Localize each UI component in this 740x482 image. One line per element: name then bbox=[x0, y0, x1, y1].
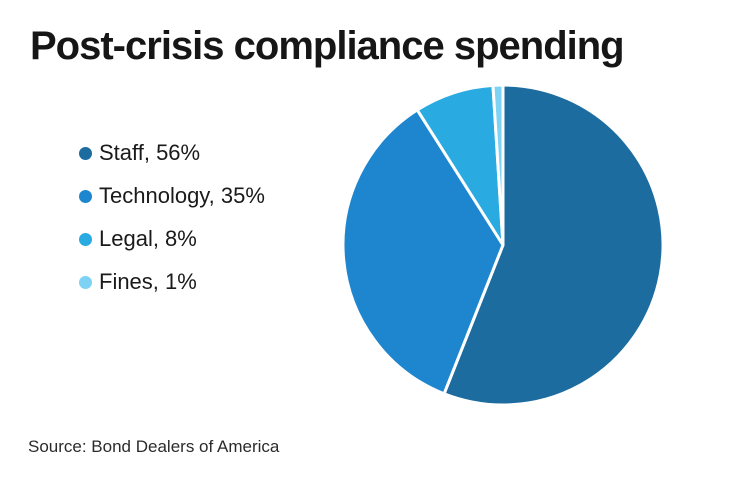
legend: Staff, 56% Technology, 35% Legal, 8% Fin… bbox=[79, 140, 265, 314]
legend-dot-fines bbox=[79, 275, 92, 289]
legend-item-fines: Fines, 1% bbox=[79, 269, 265, 294]
legend-label: Fines, 1% bbox=[99, 269, 197, 294]
legend-item-staff: Staff, 56% bbox=[79, 140, 265, 165]
chart-title: Post-crisis compliance spending bbox=[30, 24, 625, 68]
legend-label: Technology, 35% bbox=[99, 183, 265, 208]
legend-dot-staff bbox=[79, 146, 92, 160]
legend-item-technology: Technology, 35% bbox=[79, 183, 265, 208]
legend-dot-technology bbox=[79, 189, 92, 203]
source-attribution: Source: Bond Dealers of America bbox=[28, 437, 280, 456]
pie-chart-area bbox=[338, 80, 668, 410]
pie-slice-fines bbox=[491, 83, 505, 247]
legend-dot-legal bbox=[79, 232, 92, 246]
legend-label: Legal, 8% bbox=[99, 226, 197, 251]
legend-item-legal: Legal, 8% bbox=[79, 226, 265, 251]
legend-label: Staff, 56% bbox=[99, 140, 201, 165]
pie-slice-staff bbox=[442, 83, 665, 407]
pie-chart bbox=[341, 83, 665, 407]
pie-slice-technology bbox=[341, 108, 505, 396]
